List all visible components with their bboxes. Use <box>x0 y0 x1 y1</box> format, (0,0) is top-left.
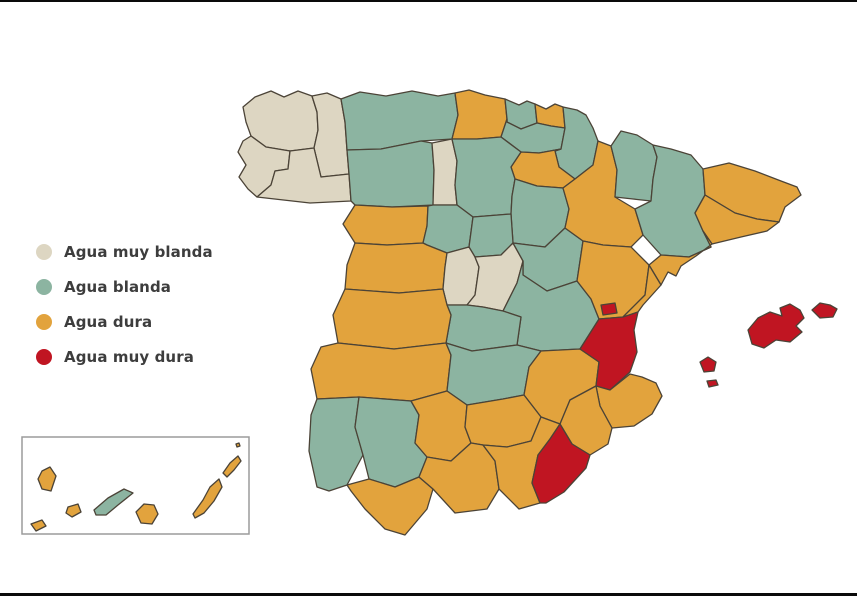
province-badajoz <box>310 342 452 402</box>
legend-label: Agua blanda <box>64 277 172 296</box>
island-menorca <box>811 302 838 319</box>
province-palencia <box>431 138 458 206</box>
legend-label: Agua muy dura <box>64 347 194 366</box>
legend-color-dot <box>36 243 52 260</box>
island-mallorca <box>747 303 805 349</box>
island-la-palma <box>37 466 57 492</box>
legend-color-dot <box>36 313 52 330</box>
legend-color-dot <box>36 278 52 295</box>
island-tenerife <box>93 488 134 516</box>
legend-item-dura: Agua dura <box>36 304 213 339</box>
top-border-rule <box>0 0 857 2</box>
legend-color-dot <box>36 348 52 365</box>
island-la-graciosa <box>235 442 241 448</box>
province-almeria <box>531 423 591 504</box>
legend-label: Agua dura <box>64 312 153 331</box>
province-cantabria <box>451 89 508 140</box>
province-ourense <box>256 147 352 204</box>
legend-item-muy_dura: Agua muy dura <box>36 339 213 374</box>
island-el-hierro <box>30 519 47 532</box>
province-barcelona <box>694 194 780 245</box>
island-gran-canaria <box>135 503 159 525</box>
province-cadiz <box>346 476 434 536</box>
island-ibiza <box>699 356 717 373</box>
island-la-gomera <box>65 503 82 518</box>
island-fuerteventura <box>192 478 223 519</box>
island-lanzarote <box>222 455 242 478</box>
province-caceres <box>332 288 452 350</box>
province-jaen <box>464 394 542 448</box>
legend-label: Agua muy blanda <box>64 242 213 261</box>
province-salamanca <box>344 242 448 294</box>
province-leon <box>346 140 435 208</box>
province-huesca <box>610 130 658 202</box>
legend: Agua muy blanda Agua blanda Agua dura Agua … <box>36 234 213 374</box>
province-huelva <box>308 396 364 492</box>
legend-item-muy_blanda: Agua muy blanda <box>36 234 213 269</box>
bottom-border-rule <box>0 593 857 596</box>
legend-item-blanda: Agua blanda <box>36 269 213 304</box>
province-tarragona <box>648 230 713 286</box>
province-valencia-exclave <box>600 302 618 316</box>
province-burgos <box>451 136 522 218</box>
island-formentera <box>706 379 719 388</box>
province-zamora <box>342 204 429 246</box>
